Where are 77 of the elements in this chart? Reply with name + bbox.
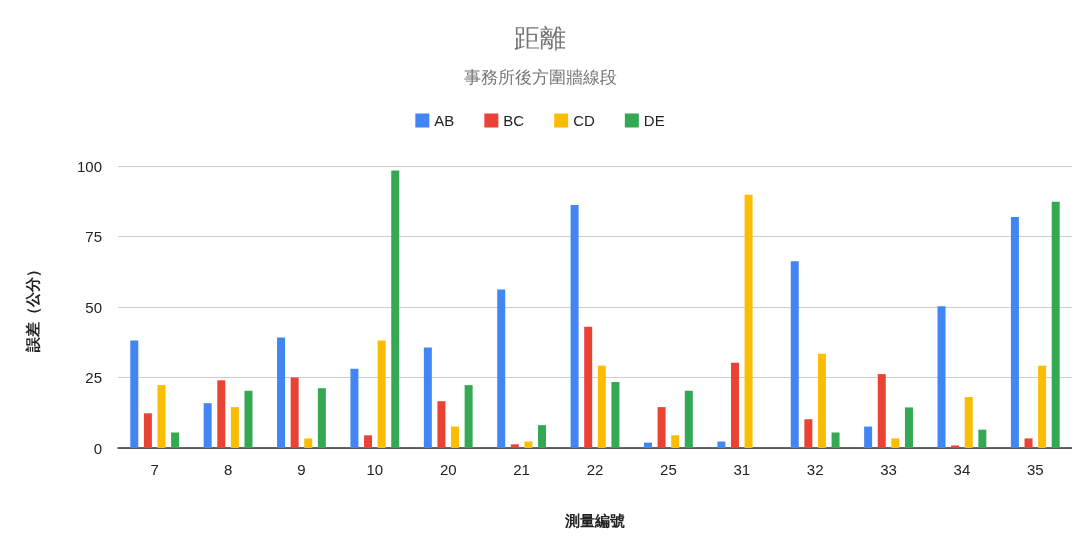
bar <box>657 407 666 448</box>
bar <box>304 438 313 448</box>
bar <box>317 388 326 448</box>
bar <box>437 401 446 448</box>
y-tick-label: 100 <box>76 157 102 175</box>
bar <box>1051 201 1060 448</box>
x-tick-label: 8 <box>223 461 233 478</box>
x-tick-label: 10 <box>366 461 384 478</box>
bar <box>423 347 432 448</box>
bar <box>203 403 212 448</box>
y-tick-label: 0 <box>93 439 102 457</box>
bar <box>510 444 519 448</box>
bar <box>230 407 239 448</box>
x-tick-label: 22 <box>586 461 604 478</box>
bar <box>464 385 473 448</box>
legend-label: CD <box>573 112 595 129</box>
bar <box>217 380 226 448</box>
bar <box>717 441 726 448</box>
x-tick-label: 32 <box>806 461 824 478</box>
x-tick-label: 9 <box>297 461 306 478</box>
bar <box>451 426 460 448</box>
bar <box>1024 438 1033 448</box>
y-tick-label: 50 <box>85 298 102 316</box>
x-tick-label: 21 <box>513 461 530 478</box>
bar <box>730 362 739 448</box>
bar <box>864 426 873 448</box>
bar <box>790 261 799 448</box>
bar <box>904 407 913 448</box>
x-tick-label: 31 <box>733 461 751 478</box>
bar <box>951 445 960 448</box>
legend-label: AB <box>434 112 455 129</box>
bar <box>364 435 373 448</box>
bar <box>611 382 620 448</box>
chart-subtitle: 事務所後方圍牆線段 <box>463 68 617 87</box>
bar <box>130 340 139 448</box>
bar <box>817 353 826 448</box>
legend-label: DE <box>643 112 665 129</box>
bar <box>804 419 813 448</box>
bar <box>978 429 987 448</box>
bar <box>290 377 299 448</box>
bar <box>171 432 180 448</box>
bar <box>524 441 533 448</box>
bar <box>1038 365 1047 448</box>
bar <box>244 390 253 448</box>
bar <box>671 435 680 448</box>
bar <box>497 289 506 448</box>
bar <box>157 385 166 448</box>
x-axis-title: 測量編號 <box>564 512 625 529</box>
bar <box>964 396 973 448</box>
x-tick-label: 20 <box>439 461 457 478</box>
y-tick-label: 75 <box>85 228 102 245</box>
x-tick-label: 35 <box>1026 461 1044 478</box>
bar <box>391 170 400 448</box>
legend-label: BC <box>503 112 525 129</box>
x-tick-label: 25 <box>660 461 677 478</box>
bar <box>538 425 547 448</box>
bar <box>877 374 886 448</box>
x-tick-label: 7 <box>150 461 159 478</box>
y-axis-title: 誤差（公分） <box>24 262 41 353</box>
bar <box>643 442 652 448</box>
chart-title: 距離 <box>514 23 566 53</box>
bar <box>831 432 840 448</box>
bar <box>570 204 579 448</box>
bar <box>350 368 359 448</box>
bar <box>277 337 286 448</box>
bar <box>937 306 946 448</box>
y-tick-label: 25 <box>85 369 102 386</box>
bar <box>684 390 693 448</box>
bar <box>597 365 606 448</box>
x-tick-label: 34 <box>953 461 971 478</box>
bar <box>584 326 593 448</box>
bar <box>143 413 152 448</box>
bar <box>377 340 386 448</box>
bar <box>1010 217 1019 448</box>
bar <box>891 438 900 448</box>
bar <box>744 194 753 448</box>
x-tick-label: 33 <box>880 461 897 478</box>
